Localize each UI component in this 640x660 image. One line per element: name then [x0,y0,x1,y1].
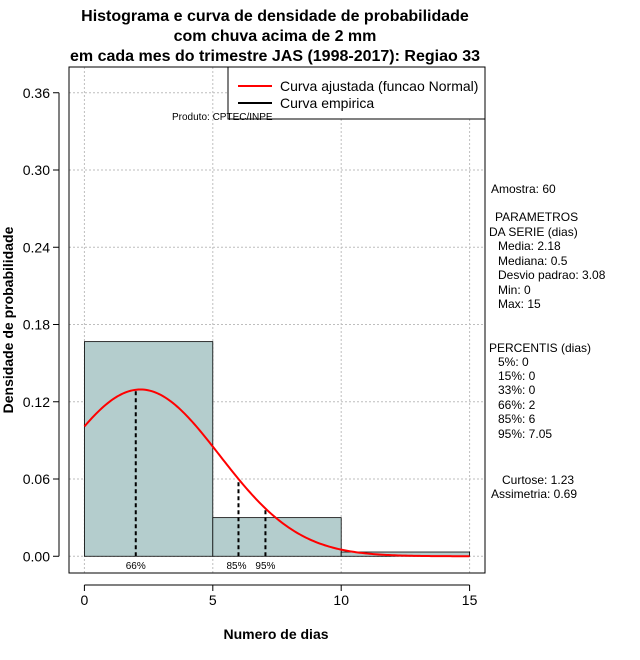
y-axis-title: Densidade de probabilidade [0,226,16,413]
y-tick-label: 0.36 [23,85,50,101]
source-note: Produto: CPTEC/INPE [172,112,273,123]
chart-title-line-3: em cada mes do trimestre JAS (1998-2017)… [70,48,480,65]
percentile-label-1: 66% [126,561,146,572]
stat-min: Min: 0 [498,283,531,297]
stat-desvio: Desvio padrao: 3.08 [498,268,606,282]
x-tick-label: 5 [209,592,217,608]
x-axis: 0 5 10 15 [81,584,478,608]
stat-p33: 33%: 0 [498,383,536,397]
stat-parametros-title: PARAMETROS [495,210,578,224]
y-tick-label: 0.18 [23,317,50,333]
y-tick-label: 0.06 [23,471,50,487]
chart-title-line-1: Histograma e curva de densidade de proba… [81,8,469,25]
stat-parametros-subtitle: DA SERIE (dias) [489,225,578,239]
x-tick-label: 10 [333,592,349,608]
stat-media: Media: 2.18 [498,239,561,253]
x-tick-label: 0 [81,592,89,608]
y-axis: 0.00 0.06 0.12 0.18 0.24 0.30 0.36 [23,85,60,564]
stat-p15: 15%: 0 [498,369,536,383]
stat-curtose: Curtose: 1.23 [502,473,574,487]
histogram-bar-2 [212,517,342,557]
stat-p85: 85%: 6 [498,412,536,426]
y-tick-label: 0.00 [23,548,50,564]
y-tick-label: 0.24 [23,239,50,255]
histogram-bar-1 [84,341,214,557]
legend-empirical-label: Curva empirica [280,95,374,111]
y-tick-label: 0.12 [23,394,50,410]
stat-amostra: Amostra: 60 [491,182,556,196]
stat-p5: 5%: 0 [498,355,529,369]
y-tick-label: 0.30 [23,162,50,178]
legend-box [227,66,486,120]
chart-title-line-2: com chuva acima de 2 mm [174,28,377,45]
x-tick-label: 15 [462,592,478,608]
fitted-curve-line [83,388,470,558]
percentile-label-2: 85% [226,561,246,572]
stat-p95: 95%: 7.05 [498,427,552,441]
stat-p66: 66%: 2 [498,398,536,412]
histogram-bars [84,341,470,557]
percentile-label-3: 95% [255,561,275,572]
legend-fitted-label: Curva ajustada (funcao Normal) [280,78,478,94]
stat-assimetria: Assimetria: 0.69 [491,487,577,501]
stat-mediana: Mediana: 0.5 [498,254,568,268]
percentile-markers: 66% 85% 95% [126,389,276,572]
x-axis-title: Numero de dias [223,626,328,642]
fitted-curve-group [83,388,470,558]
stat-percentis-title: PERCENTIS (dias) [489,341,591,355]
stats-panel: Amostra: 60 PARAMETROS DA SERIE (dias) M… [489,182,606,501]
stat-max: Max: 15 [498,297,541,311]
legend: Curva ajustada (funcao Normal) Curva emp… [227,66,486,120]
